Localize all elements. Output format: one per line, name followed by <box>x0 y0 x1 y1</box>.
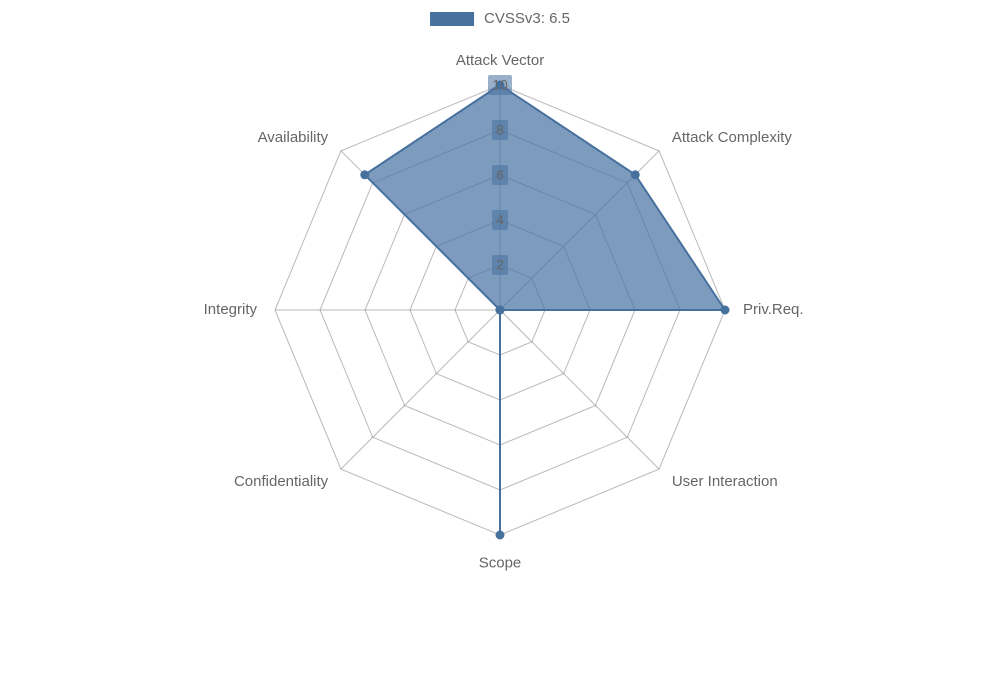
axis-label: User Interaction <box>672 473 778 490</box>
axis-label: Integrity <box>204 301 258 318</box>
series-point <box>631 171 639 179</box>
series-point <box>496 531 504 539</box>
axis-label: Availability <box>258 129 329 146</box>
axis-label: Attack Vector <box>456 52 544 69</box>
radar-svg: 2 4 6 8 10 Attack Vector Attack Complexity Priv… <box>0 0 1000 700</box>
r-tick-label: 6 <box>496 167 504 183</box>
r-tick-label: 4 <box>496 212 504 228</box>
cvss-radar-chart: CVSSv3: 6.5 246810Attack VectorAttack Co… <box>0 0 1000 700</box>
series-point <box>721 306 729 314</box>
axis-label: Attack Complexity <box>672 129 793 146</box>
r-tick-label: 8 <box>496 122 504 138</box>
series-point <box>361 171 369 179</box>
axis-label: Confidentiality <box>234 473 329 490</box>
series-point <box>496 306 504 314</box>
axis-label: Scope <box>479 554 522 571</box>
axis-label: Priv.Req. <box>743 301 804 318</box>
r-tick-label: 2 <box>496 257 504 273</box>
r-tick-label: 10 <box>492 77 508 93</box>
